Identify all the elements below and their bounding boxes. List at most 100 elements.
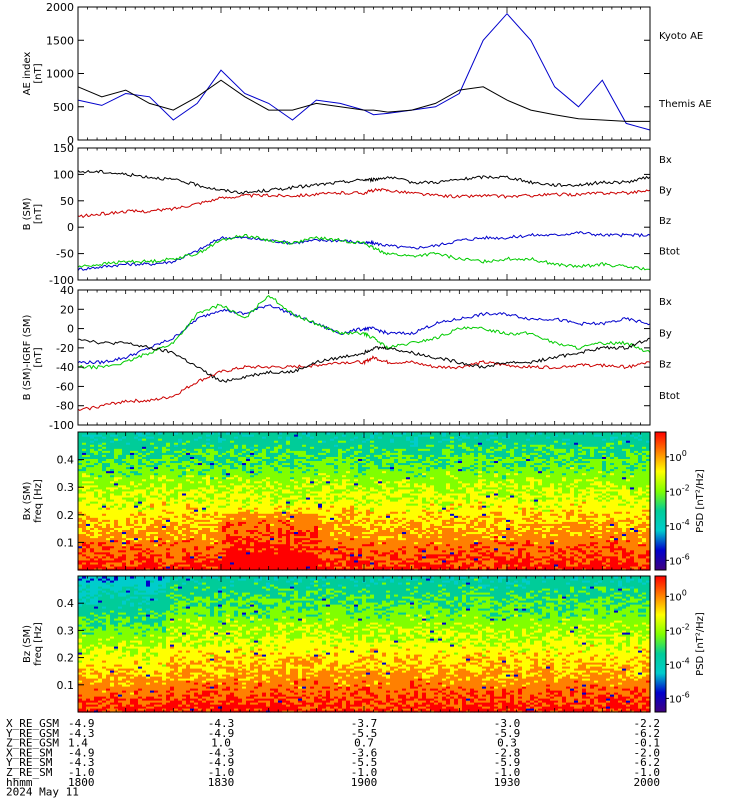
spectrogram-cell — [246, 543, 251, 547]
spectrogram-cell — [182, 535, 187, 539]
spectrogram-cell — [262, 553, 267, 557]
spectrogram-cell — [114, 539, 119, 543]
spectrogram-cell — [206, 490, 211, 494]
spectrogram-cell — [178, 486, 183, 490]
spectrogram-cell — [230, 482, 235, 486]
spectrogram-cell — [142, 553, 147, 557]
spectrogram-cell — [82, 494, 87, 498]
spectrogram-cell — [238, 543, 243, 547]
spectrogram-cell — [82, 482, 87, 486]
spectrogram-cell — [270, 498, 275, 502]
spectrogram-cell — [322, 440, 327, 443]
spectrogram-cell — [106, 438, 111, 441]
spectrogram-cell — [266, 521, 271, 524]
spectrogram-cell — [314, 553, 319, 557]
spectrogram-cell — [186, 498, 191, 502]
spectrogram-cell — [282, 448, 287, 451]
spectrogram-cell — [254, 519, 259, 522]
spectrogram-cell — [298, 464, 303, 468]
spectrogram-cell — [242, 460, 247, 464]
spectrogram-cell — [278, 525, 283, 528]
spectrogram-cell — [142, 488, 147, 492]
spectrogram-cell — [282, 460, 287, 464]
spectrogram-cell — [194, 545, 199, 549]
spectrogram-cell — [174, 505, 179, 508]
spectrogram-cell — [342, 509, 347, 512]
spectrogram-cell — [98, 480, 103, 484]
spectrogram-cell — [198, 440, 203, 443]
spectrogram-cell — [326, 458, 331, 462]
spectrogram-cell — [226, 563, 231, 567]
spectrogram-cell — [338, 468, 343, 472]
spectrogram-cell — [106, 549, 111, 553]
spectrogram-cell — [122, 525, 127, 528]
spectrogram-cell — [246, 496, 251, 500]
spectrogram-cell — [234, 498, 239, 502]
spectrogram-cell — [238, 480, 243, 484]
spectrogram-cell — [314, 527, 319, 531]
spectrogram-cell — [102, 545, 107, 549]
spectrogram-cell — [186, 486, 191, 490]
spectrogram-cell — [182, 432, 187, 435]
spectrogram-cell — [162, 466, 167, 470]
spectrogram-cell — [186, 511, 191, 514]
spectrogram-cell — [282, 549, 287, 553]
spectrogram-cell — [326, 440, 331, 443]
spectrogram-cell — [278, 484, 283, 488]
spectrogram-cell — [234, 472, 239, 476]
spectrogram-cell — [118, 466, 123, 470]
spectrogram-cell — [134, 472, 139, 476]
spectrogram-cell — [158, 549, 163, 553]
spectrogram-cell — [170, 529, 175, 533]
spectrogram-cell — [162, 452, 167, 455]
spectrogram-cell — [114, 448, 119, 451]
spectrogram-cell — [110, 513, 115, 516]
spectrogram-cell — [330, 539, 335, 543]
spectrogram-cell — [126, 458, 131, 462]
spectrogram-cell — [230, 462, 235, 466]
spectrogram-cell — [78, 494, 83, 498]
spectrogram-cell — [326, 464, 331, 468]
spectrogram-cell — [250, 529, 255, 533]
spectrogram-cell — [190, 557, 195, 561]
spectrogram-cell — [198, 478, 203, 482]
spectrogram-cell — [222, 454, 227, 457]
spectrogram-cell — [174, 462, 179, 466]
spectrogram-cell — [102, 486, 107, 490]
spectrogram-cell — [166, 456, 171, 459]
spectrogram-cell — [90, 434, 95, 437]
spectrogram-cell — [106, 456, 111, 459]
spectrogram-cell — [106, 547, 111, 551]
series-line-bx — [77, 304, 651, 365]
spectrogram-cell — [90, 551, 95, 555]
spectrogram-cell — [326, 507, 331, 510]
spectrogram-cell — [238, 523, 243, 526]
spectrogram-cell — [222, 509, 227, 512]
spectrogram-cell — [82, 456, 87, 459]
spectrogram-cell — [226, 565, 231, 569]
spectrogram-cell — [174, 561, 179, 565]
spectrogram-cell — [318, 466, 323, 470]
spectrogram-cell — [86, 488, 91, 492]
spectrogram-cell — [130, 541, 135, 545]
spectrogram-cell — [226, 462, 231, 466]
spectrogram-cell — [94, 513, 99, 516]
spectrogram-cell — [162, 474, 167, 478]
spectrogram-cell — [194, 503, 199, 506]
spectrogram-cell — [98, 511, 103, 514]
spectrogram-cell — [278, 561, 283, 565]
spectrogram-cell — [330, 452, 335, 455]
spectrogram-cell — [250, 561, 255, 565]
spectrogram-cell — [190, 440, 195, 443]
spectrogram-cell — [246, 547, 251, 551]
spectrogram-cell — [326, 454, 331, 457]
spectrogram-cell — [154, 474, 159, 478]
spectrogram-cell — [90, 456, 95, 459]
spectrogram-cell — [286, 553, 291, 557]
spectrogram-cell — [318, 527, 323, 531]
spectrogram-cell — [146, 482, 151, 486]
spectrogram-cell — [234, 515, 239, 518]
spectrogram-cell — [314, 482, 319, 486]
spectrogram-cell — [210, 462, 215, 466]
